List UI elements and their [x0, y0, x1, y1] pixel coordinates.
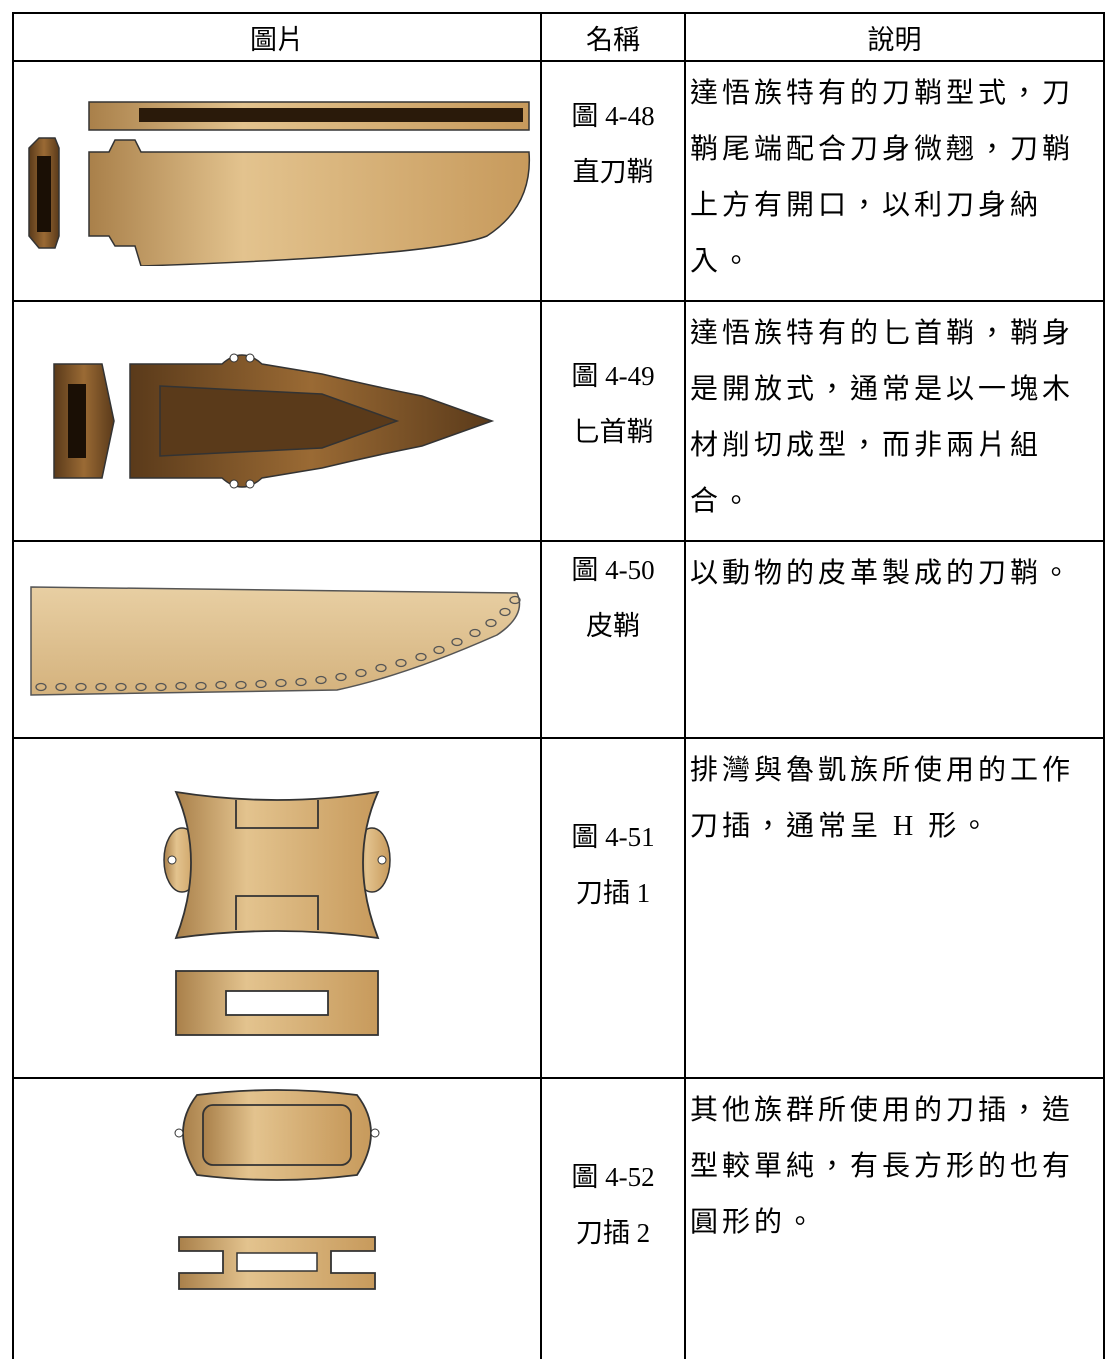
name-cell: 圖 4-50 皮鞘	[540, 540, 686, 739]
name-cell: 圖 4-51 刀插 1	[540, 737, 686, 1079]
figure-name: 匕首鞘	[572, 417, 654, 447]
figure-name: 刀插 2	[575, 1218, 651, 1248]
description-cell: 其他族群所使用的刀插，造型較單純，有長方形的也有圓形的。	[684, 1077, 1105, 1359]
row: 圖 4-51 刀插 1 排灣與魯凱族所使用的工作刀插，通常呈 H 形。	[12, 737, 1105, 1079]
figure-number: 圖 4-52	[571, 1162, 655, 1192]
figure-number: 圖 4-50	[571, 555, 655, 585]
figure-number: 圖 4-48	[571, 101, 655, 131]
name-cell: 圖 4-48 直刀鞘	[540, 60, 686, 302]
header-cell: 圖片	[12, 12, 542, 62]
table: 圖片 名稱 說明 圖 4-48 直刀鞘 達悟族特有的刀鞘型式，刀鞘尾端配合刀身微翹…	[12, 12, 1105, 1359]
figure-name: 直刀鞘	[572, 157, 654, 187]
figure-name: 皮鞘	[586, 611, 640, 641]
row: 圖 4-50 皮鞘 以動物的皮革製成的刀鞘。	[12, 540, 1105, 739]
description-cell: 以動物的皮革製成的刀鞘。	[684, 540, 1105, 739]
figure-name: 刀插 1	[575, 878, 651, 908]
header-cell: 名稱	[540, 12, 686, 62]
header-row: 圖片 名稱 說明	[12, 12, 1105, 62]
image-cell	[12, 300, 542, 542]
figure-number: 圖 4-51	[571, 822, 655, 852]
illustration	[28, 101, 531, 266]
description-cell: 達悟族特有的匕首鞘，鞘身是開放式，通常是以一塊木材削切成型，而非兩片組合。	[684, 300, 1105, 542]
illustration	[53, 353, 495, 489]
name-cell: 圖 4-52 刀插 2	[540, 1077, 686, 1359]
header-cell: 說明	[684, 12, 1105, 62]
image-cell	[12, 737, 542, 1079]
illustration	[30, 585, 521, 696]
figure-number: 圖 4-49	[571, 361, 655, 391]
name-cell: 圖 4-49 匕首鞘	[540, 300, 686, 542]
description-cell: 達悟族特有的刀鞘型式，刀鞘尾端配合刀身微翹，刀鞘上方有開口，以利刀身納入。	[684, 60, 1105, 302]
row: 圖 4-49 匕首鞘 達悟族特有的匕首鞘，鞘身是開放式，通常是以一塊木材削切成型，…	[12, 300, 1105, 542]
illustration	[163, 790, 391, 1036]
image-cell	[12, 60, 542, 302]
illustration	[174, 1089, 380, 1290]
image-cell	[12, 540, 542, 739]
row: 圖 4-48 直刀鞘 達悟族特有的刀鞘型式，刀鞘尾端配合刀身微翹，刀鞘上方有開口，…	[12, 60, 1105, 302]
image-cell	[12, 1077, 542, 1359]
description-cell: 排灣與魯凱族所使用的工作刀插，通常呈 H 形。	[684, 737, 1105, 1079]
row: 圖 4-52 刀插 2 其他族群所使用的刀插，造型較單純，有長方形的也有圓形的。	[12, 1077, 1105, 1359]
